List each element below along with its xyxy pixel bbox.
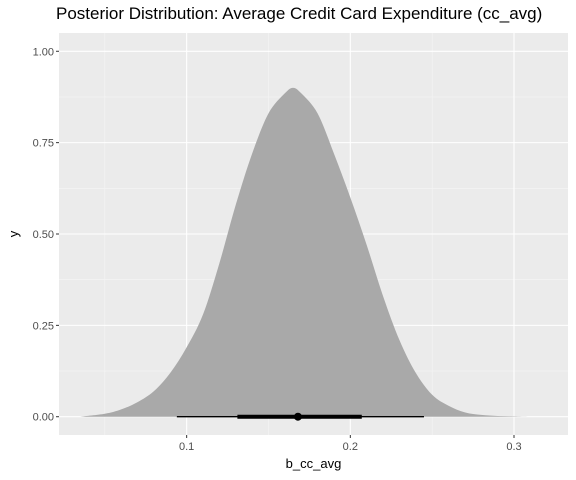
chart-title: Posterior Distribution: Average Credit C…: [56, 4, 543, 23]
x-tick-label: 0.3: [506, 441, 521, 453]
y-tick-label: 0.25: [33, 320, 54, 332]
density-area: [80, 87, 555, 417]
x-tick-label: 0.1: [179, 441, 194, 453]
y-tick-label: 0.75: [33, 138, 54, 150]
x-axis-title: b_cc_avg: [286, 456, 342, 471]
y-tick-label: 1.00: [33, 46, 54, 58]
x-tick-label: 0.2: [343, 441, 358, 453]
y-axis-title: y: [6, 230, 21, 237]
x-axis: 0.1 0.2 0.3: [179, 435, 522, 453]
y-axis: 0.00 0.25 0.50 0.75 1.00: [33, 46, 59, 424]
interval-layer: [176, 412, 424, 421]
y-tick-label: 0.50: [33, 229, 54, 241]
interval-point: [293, 412, 302, 421]
y-tick-label: 0.00: [33, 412, 54, 424]
